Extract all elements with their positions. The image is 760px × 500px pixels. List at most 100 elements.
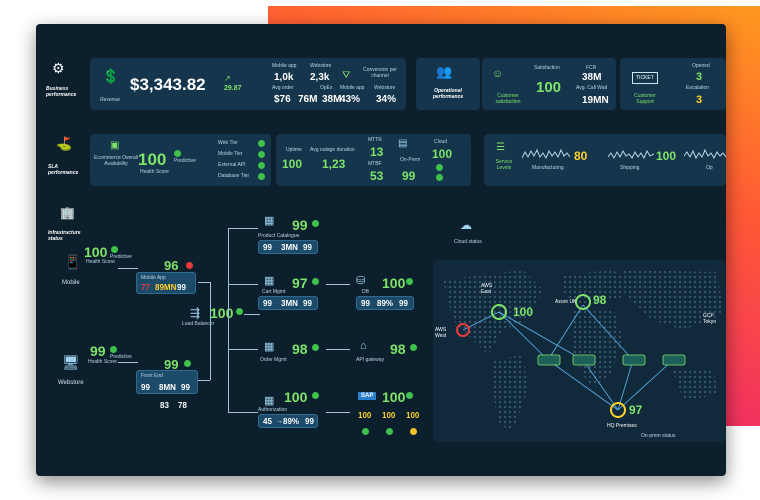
sap-dot: [406, 392, 413, 399]
front-end-dot: [184, 360, 191, 367]
sla-health-label: Health Score: [140, 169, 169, 175]
front-end-value: 99: [164, 357, 179, 372]
authorization-dot: [312, 392, 319, 399]
opened-value: 3: [696, 71, 703, 83]
cloud-value: 100: [432, 147, 453, 161]
catalogue-node: 99 3MN 99: [258, 240, 318, 254]
outage-label: Avg outage duration: [310, 147, 355, 153]
customer-satisfaction-label: Customer satisfaction: [495, 93, 521, 105]
db-c: 99: [399, 299, 408, 308]
ops-sparkline: [684, 148, 726, 160]
cloud-status-icon: ☁: [460, 218, 472, 232]
arrow-right-icon: →: [276, 418, 283, 425]
manufacturing-label: Manufacturing: [532, 165, 564, 171]
dashboard-window: ⚙ Business performance 💲 Revenue $3,343.…: [36, 24, 726, 476]
cloud-label: Cloud: [434, 139, 448, 145]
mobile-app-head: Mobile app: [272, 63, 297, 69]
catalogue-dot: [312, 220, 319, 227]
connector: [244, 314, 260, 315]
sap-a-dot: [362, 428, 369, 435]
mobile-health-dot: [111, 246, 118, 253]
revenue-label: Revenue: [100, 97, 121, 103]
region-aws-east-name: AWS East: [481, 283, 493, 295]
mtbf-value: 53: [370, 169, 384, 183]
api-gateway-label: API gateway: [356, 357, 385, 363]
avg-order-head: Avg order: [272, 85, 294, 91]
connector: [228, 412, 258, 413]
authorization-a: 45: [263, 417, 272, 426]
front-end-e: 78: [178, 401, 187, 410]
authorization-b: 89%: [283, 417, 300, 426]
operational-title: Operational performance: [432, 88, 464, 100]
health-status-dot: [174, 150, 181, 157]
satisfaction-value: 100: [536, 79, 562, 96]
front-end-a: 99: [141, 383, 150, 392]
sap-b: 100: [382, 411, 396, 420]
tier-external: External API: [218, 162, 246, 168]
db-b: 89%: [377, 299, 394, 308]
tier-web: Web Tier: [218, 140, 238, 146]
db-value: 100: [382, 275, 406, 291]
database-icon: ⛁: [356, 275, 366, 287]
onprem-dot: [436, 174, 443, 181]
order-value: 98: [292, 341, 308, 357]
sap-a: 100: [358, 411, 372, 420]
webstore-top: 2,3k: [310, 72, 330, 83]
avg-order-value: 76M: [298, 94, 318, 105]
mobile-health-value: 100: [84, 244, 108, 260]
world-map: [443, 270, 723, 430]
cart-label: Cart Mgmt: [262, 289, 286, 295]
cart-node: 99 3MN 99: [258, 296, 318, 310]
catalogue-value: 99: [292, 217, 308, 233]
infrastructure-icon: 🏢: [60, 206, 75, 220]
connector: [228, 284, 258, 285]
onprem-status-label: On-prem status: [641, 433, 676, 439]
tier-external-dot: [258, 162, 265, 169]
ops-label: Op: [706, 165, 713, 171]
region-gcp-tokyo-name: GCP Tokyo: [703, 313, 717, 325]
trend-up-icon: ↗: [224, 74, 231, 83]
connector: [228, 228, 229, 412]
connector: [326, 412, 350, 413]
region-aws-east-value: 100: [513, 305, 534, 319]
catalogue-b: 3MN: [281, 243, 298, 252]
service-levels-card: ☰ Service Levels 80 Manufacturing 100 Sh…: [484, 134, 726, 186]
onprem-label: On-Prem: [400, 157, 421, 163]
shipping-label: Shipping: [620, 165, 640, 171]
db-label: DB: [362, 289, 369, 295]
sla-health-value: 100: [138, 150, 167, 169]
mobile-app-top: 1,0k: [274, 72, 294, 83]
load-balancer-label: Load Balancer: [182, 321, 215, 327]
cart-c: 99: [303, 299, 312, 308]
mobile-app-b: 89MN: [155, 283, 177, 292]
authorization-node: 45 → 89% 99: [258, 414, 318, 428]
uptime-value: 100: [282, 157, 303, 171]
revenue-value: $3,343.82: [130, 75, 206, 94]
escalation-label: Escalation: [686, 85, 710, 91]
sap-c-dot: [410, 428, 417, 435]
server-icon: ▤: [398, 138, 408, 149]
webstore-label: Webstore: [58, 380, 84, 386]
satisfaction-card: ☺ Customer satisfaction Satisfaction 100…: [482, 58, 616, 110]
cart-icon: ▦: [264, 275, 275, 287]
sla-title: SLA performance: [48, 164, 79, 176]
sla-icon: ⛳: [56, 136, 73, 151]
tier-mobile-dot: [258, 151, 265, 158]
connector: [228, 228, 258, 229]
mtbf-label: MTBF: [368, 161, 382, 167]
escalation-value: 3: [696, 94, 703, 106]
region-azure-uk-value: 98: [593, 293, 607, 307]
uptime-label: Uptime: [286, 147, 302, 153]
availability-card: ▣ Ecommerce Overall Availability 100 Pre…: [90, 134, 271, 186]
conversion-label: Conversion per channel: [363, 67, 397, 79]
sap-value: 100: [382, 389, 406, 405]
catalogue-a: 99: [263, 243, 272, 252]
region-hq-value: 97: [629, 403, 643, 417]
manufacturing-sparkline: [522, 148, 570, 160]
db-dot: [406, 278, 413, 285]
authorization-label: Authorization: [258, 407, 288, 413]
connector: [326, 284, 350, 285]
world-map-panel: AWS East 100 AWS West Azure UK 98 GCP To…: [433, 260, 726, 442]
conv-web-value: 34%: [376, 94, 397, 105]
authorization-c: 99: [305, 417, 314, 426]
